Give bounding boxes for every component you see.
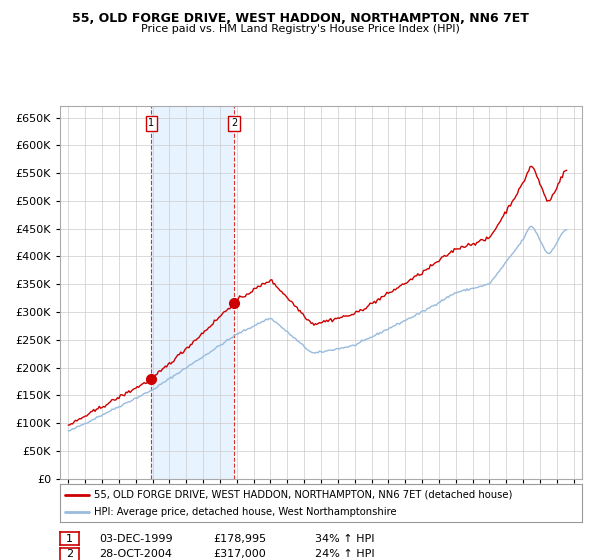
Text: 1: 1 bbox=[66, 534, 73, 544]
Text: 24% ↑ HPI: 24% ↑ HPI bbox=[315, 549, 374, 559]
Text: 28-OCT-2004: 28-OCT-2004 bbox=[99, 549, 172, 559]
Text: 55, OLD FORGE DRIVE, WEST HADDON, NORTHAMPTON, NN6 7ET (detached house): 55, OLD FORGE DRIVE, WEST HADDON, NORTHA… bbox=[94, 489, 512, 500]
Text: 2: 2 bbox=[231, 118, 237, 128]
Text: 55, OLD FORGE DRIVE, WEST HADDON, NORTHAMPTON, NN6 7ET: 55, OLD FORGE DRIVE, WEST HADDON, NORTHA… bbox=[71, 12, 529, 25]
Text: Price paid vs. HM Land Registry's House Price Index (HPI): Price paid vs. HM Land Registry's House … bbox=[140, 24, 460, 34]
Text: HPI: Average price, detached house, West Northamptonshire: HPI: Average price, detached house, West… bbox=[94, 507, 397, 517]
Text: 34% ↑ HPI: 34% ↑ HPI bbox=[315, 534, 374, 544]
Text: 03-DEC-1999: 03-DEC-1999 bbox=[99, 534, 173, 544]
Bar bbox=[151, 106, 234, 479]
Text: £317,000: £317,000 bbox=[213, 549, 266, 559]
Text: 1: 1 bbox=[148, 118, 154, 128]
Text: 2: 2 bbox=[66, 549, 73, 559]
Text: £178,995: £178,995 bbox=[213, 534, 266, 544]
